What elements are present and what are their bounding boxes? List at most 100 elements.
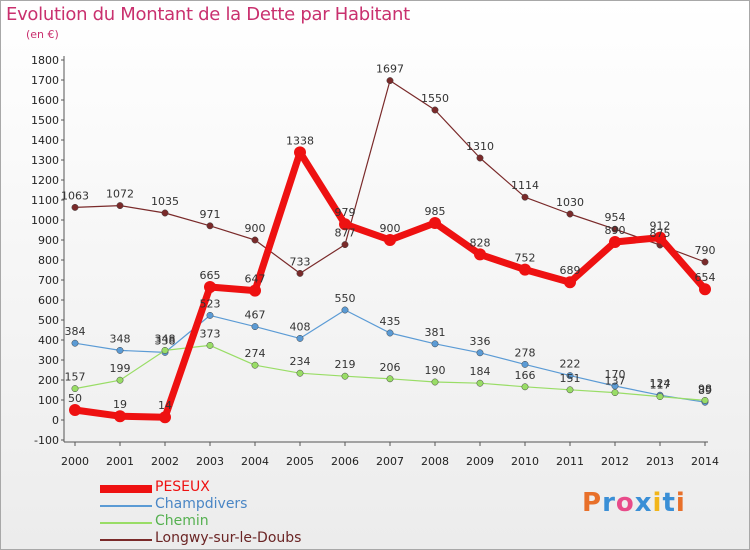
y-tick-label: 1800 <box>31 54 59 67</box>
data-label: 1697 <box>376 63 404 76</box>
x-tick-label: 2000 <box>61 455 89 468</box>
data-point <box>206 222 214 230</box>
data-point <box>519 263 531 276</box>
data-label: 1030 <box>556 196 584 209</box>
x-tick-label: 2004 <box>241 455 269 468</box>
data-label: 373 <box>200 327 221 340</box>
legend-swatch <box>100 539 152 541</box>
data-point <box>296 269 304 277</box>
data-label: 665 <box>200 269 221 282</box>
data-point <box>654 231 666 244</box>
data-point <box>566 372 574 380</box>
y-tick-label: 1100 <box>31 194 59 207</box>
data-label: 348 <box>155 332 176 345</box>
data-point <box>431 106 439 114</box>
data-point <box>116 346 124 354</box>
x-tick-label: 2014 <box>691 455 719 468</box>
data-point <box>296 334 304 342</box>
logo-letter: i <box>652 488 663 518</box>
x-tick-label: 2005 <box>286 455 314 468</box>
data-label: 166 <box>515 369 536 382</box>
data-point <box>611 389 619 397</box>
y-tick-label: 200 <box>38 374 59 387</box>
y-tick-label: 1600 <box>31 94 59 107</box>
legend-item: Champdivers <box>100 496 360 513</box>
logo-letter: i <box>675 488 686 518</box>
data-label: 1035 <box>151 195 179 208</box>
legend-swatch <box>100 485 152 493</box>
data-label: 1063 <box>61 189 89 202</box>
y-tick-label: 700 <box>38 274 59 287</box>
x-tick-label: 2001 <box>106 455 134 468</box>
data-point <box>609 236 621 248</box>
data-label: 338 <box>155 334 176 347</box>
y-tick-label: 1300 <box>31 154 59 167</box>
data-label: 875 <box>650 227 671 240</box>
data-point <box>116 202 124 210</box>
data-point <box>476 154 484 162</box>
data-label: 124 <box>650 377 671 390</box>
data-label: 828 <box>470 236 491 249</box>
data-label: 278 <box>515 346 536 359</box>
data-point <box>431 378 439 386</box>
data-label: 900 <box>380 222 401 235</box>
y-tick-label: 1500 <box>31 114 59 127</box>
data-point <box>476 379 484 387</box>
logo-letter: P <box>582 488 603 518</box>
data-point <box>384 234 396 246</box>
data-point <box>251 361 259 369</box>
data-point <box>521 383 529 391</box>
data-point <box>339 218 351 231</box>
y-tick-label: 300 <box>38 354 59 367</box>
x-tick-label: 2002 <box>151 455 179 468</box>
data-point <box>341 372 349 380</box>
data-label: 550 <box>335 292 356 305</box>
data-label: 733 <box>290 255 311 268</box>
x-tick-label: 2003 <box>196 455 224 468</box>
data-label: 170 <box>605 368 626 381</box>
data-label: 1114 <box>511 179 539 192</box>
data-label: 19 <box>113 398 127 411</box>
x-tick-label: 2008 <box>421 455 449 468</box>
data-label: 384 <box>65 325 86 338</box>
y-tick-label: 100 <box>38 394 59 407</box>
data-label: 199 <box>110 362 131 375</box>
data-label: 1338 <box>286 134 314 147</box>
x-tick-label: 2011 <box>556 455 584 468</box>
data-point <box>71 339 79 347</box>
data-label: 190 <box>425 364 446 377</box>
y-tick-label: 1000 <box>31 214 59 227</box>
data-point <box>159 411 171 424</box>
series-peseux <box>69 146 711 424</box>
x-tick-label: 2006 <box>331 455 359 468</box>
data-point <box>161 346 169 354</box>
data-label: 971 <box>200 208 221 221</box>
chart-title: Evolution du Montant de la Dette par Hab… <box>6 4 410 25</box>
data-label: 222 <box>560 358 581 371</box>
series-longwy-sur-le-doubs <box>71 77 709 277</box>
data-point <box>161 209 169 217</box>
y-tick-label: 600 <box>38 294 59 307</box>
data-point <box>206 341 214 349</box>
data-label: 890 <box>605 224 626 237</box>
y-tick-label: 800 <box>38 254 59 267</box>
data-point <box>386 77 394 85</box>
legend-item: Chemin <box>100 513 360 530</box>
data-label: 689 <box>560 264 581 277</box>
y-tick-label: 1700 <box>31 74 59 87</box>
data-point <box>476 349 484 357</box>
data-point <box>431 340 439 348</box>
data-point <box>429 217 441 229</box>
legend-label: Champdivers <box>155 496 248 512</box>
y-tick-label: 400 <box>38 334 59 347</box>
data-label: 467 <box>245 309 266 322</box>
data-label: 157 <box>65 371 86 384</box>
data-point <box>341 241 349 249</box>
data-label: 647 <box>245 273 266 286</box>
data-label: 790 <box>695 244 716 257</box>
y-tick-label: 1200 <box>31 174 59 187</box>
data-point <box>114 410 126 423</box>
logo-letter: r <box>602 488 616 518</box>
data-label: 985 <box>425 205 446 218</box>
x-tick-label: 2010 <box>511 455 539 468</box>
